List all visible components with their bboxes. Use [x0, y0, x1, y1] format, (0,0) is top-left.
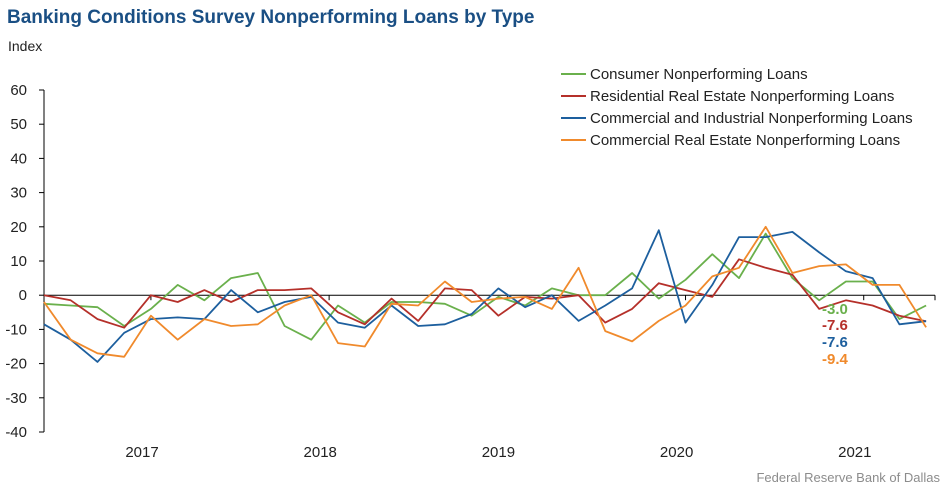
x-tick-label: 2017 — [125, 444, 158, 461]
legend-label-1: Consumer Nonperforming Loans — [590, 66, 808, 83]
y-tick-label: 20 — [10, 219, 27, 236]
chart-title: Banking Conditions Survey Nonperforming … — [7, 7, 535, 28]
legend: Consumer Nonperforming Loans Residential … — [561, 66, 913, 149]
y-axis-unit-label: Index — [8, 38, 43, 54]
x-axis: 2017 2018 2019 2020 2021 — [43, 294, 936, 461]
end-value-labels: -3.0-7.6-7.6-9.4 — [822, 301, 849, 368]
y-tick-label: 60 — [10, 82, 27, 99]
legend-label-4: Commercial Real Estate Nonperforming Loa… — [590, 132, 900, 149]
y-tick-label: -20 — [5, 356, 27, 373]
x-tick-label: 2019 — [482, 444, 515, 461]
series-line-2 — [43, 258, 927, 329]
y-tick-label: 30 — [10, 185, 27, 202]
source-credit: Federal Reserve Bank of Dallas — [756, 470, 940, 485]
y-tick-label: -30 — [5, 390, 27, 407]
y-tick-label: -10 — [5, 321, 27, 338]
chart-series — [43, 225, 927, 363]
y-tick-label: 10 — [10, 253, 27, 270]
y-axis: 60 50 40 30 20 10 0 -10 -20 -30 -40 — [5, 82, 45, 441]
series-line-3 — [43, 229, 927, 363]
end-value-label-2: -7.6 — [822, 317, 848, 334]
y-tick-label: -40 — [5, 424, 27, 441]
x-tick-label: 2021 — [838, 444, 871, 461]
x-tick-label: 2020 — [660, 444, 693, 461]
end-value-label-1: -3.0 — [822, 301, 848, 318]
y-tick-label: 40 — [10, 150, 27, 167]
end-value-label-4: -9.4 — [822, 351, 849, 368]
end-value-label-3: -7.6 — [822, 334, 848, 351]
y-tick-label: 50 — [10, 116, 27, 133]
series-line-1 — [43, 232, 927, 341]
legend-label-2: Residential Real Estate Nonperforming Lo… — [590, 88, 894, 105]
legend-label-3: Commercial and Industrial Nonperforming … — [590, 110, 913, 127]
series-line-4 — [43, 225, 927, 358]
y-tick-label: 0 — [19, 287, 27, 304]
x-tick-label: 2018 — [304, 444, 337, 461]
